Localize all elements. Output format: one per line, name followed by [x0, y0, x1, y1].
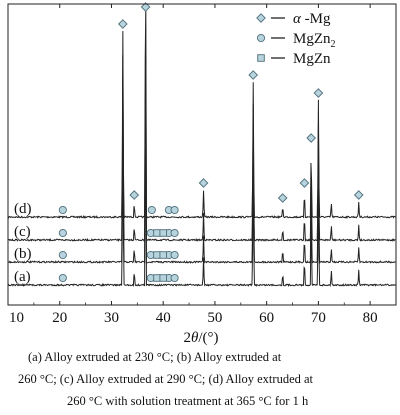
x-tick-label: 30: [104, 310, 119, 326]
series-label: (c): [14, 224, 31, 240]
diamond-marker: [198, 178, 209, 188]
diamond-marker: [313, 88, 324, 98]
diamond-marker: [306, 133, 316, 143]
square-marker: [153, 274, 161, 282]
series-label: (a): [14, 269, 31, 285]
xrd-pattern-c: [7, 3, 396, 243]
x-tick-label: 20: [52, 310, 67, 326]
legend-circle-marker: [256, 33, 266, 43]
diamond-marker: [299, 178, 310, 188]
circle-marker: [58, 228, 67, 238]
xrd-pattern-a: [7, 99, 396, 287]
series-label: (d): [14, 201, 32, 217]
plot-frame: [7, 3, 397, 306]
series-label: (b): [14, 246, 32, 262]
x-tick-label: 60: [259, 310, 274, 326]
circle-marker: [170, 228, 179, 238]
caption-line-3: 260 °C with solution treatment at 365 °C…: [67, 394, 309, 408]
x-tick-label: 70: [311, 310, 326, 326]
circle-marker: [147, 205, 156, 215]
diamond-marker: [129, 190, 140, 200]
circle-marker: [58, 205, 67, 215]
circle-marker: [170, 250, 179, 260]
xrd-pattern-d: [7, 31, 396, 220]
legend-square-marker: [257, 54, 265, 62]
legend-label: MgZn2: [293, 31, 336, 50]
x-axis-label: 2θ/(°): [183, 330, 218, 346]
x-tick-label: 50: [207, 310, 222, 326]
legend-label: MgZn: [293, 51, 331, 67]
circle-marker: [170, 273, 179, 283]
legend-label: α -Mg: [293, 11, 331, 27]
diamond-marker: [140, 2, 151, 12]
circle-marker: [170, 205, 179, 215]
circle-marker: [58, 250, 67, 260]
diamond-marker: [353, 190, 364, 200]
x-tick-label: 40: [156, 310, 171, 326]
x-tick-label: 10: [9, 310, 24, 326]
figure-caption: (a) Alloy extruded at 230 °C; (b) Alloy …: [0, 346, 400, 412]
square-marker: [159, 251, 167, 259]
legend-diamond-marker: [256, 13, 266, 23]
diamond-marker: [118, 19, 128, 29]
caption-line-2: 260 °C; (c) Alloy extruded at 290 °C; (d…: [18, 372, 314, 386]
x-tick-label: 80: [363, 310, 378, 326]
square-marker: [153, 229, 161, 237]
xrd-pattern-b: [7, 75, 396, 265]
caption-line-1: (a) Alloy extruded at 230 °C; (b) Alloy …: [28, 350, 282, 364]
diamond-marker: [277, 193, 288, 203]
circle-marker: [58, 273, 67, 283]
diamond-marker: [248, 70, 259, 80]
square-marker: [159, 274, 167, 282]
square-marker: [153, 251, 161, 259]
square-marker: [159, 229, 167, 237]
xrd-chart: (d)(c)(b)(a) 10 20 30 40 50 60 70 80 α -MgMgZn2…: [7, 2, 397, 346]
